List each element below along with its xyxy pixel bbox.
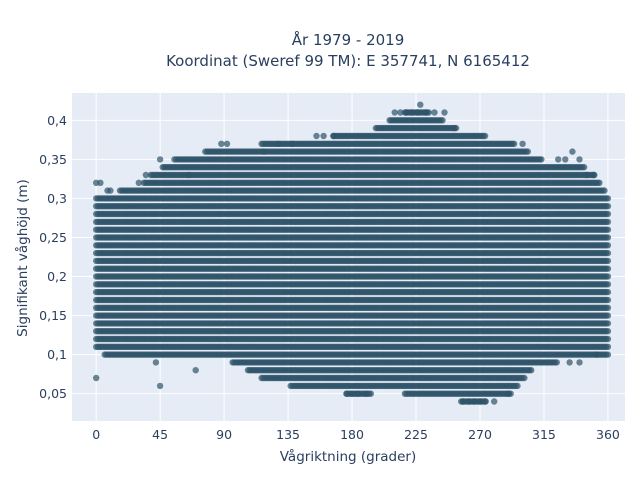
data-point [605,336,611,342]
data-point [605,344,611,350]
data-point [605,258,611,264]
data-point [605,328,611,334]
data-point [605,289,611,295]
data-point [514,383,520,389]
data-point [605,281,611,287]
data-point [521,375,527,381]
data-point [605,320,611,326]
data-point [605,297,611,303]
data-point [528,367,534,373]
data-point [605,305,611,311]
data-point [605,351,611,357]
data-point [605,250,611,256]
data-point [554,359,560,365]
data-point [605,266,611,272]
data-point [605,312,611,318]
data-point [605,273,611,279]
